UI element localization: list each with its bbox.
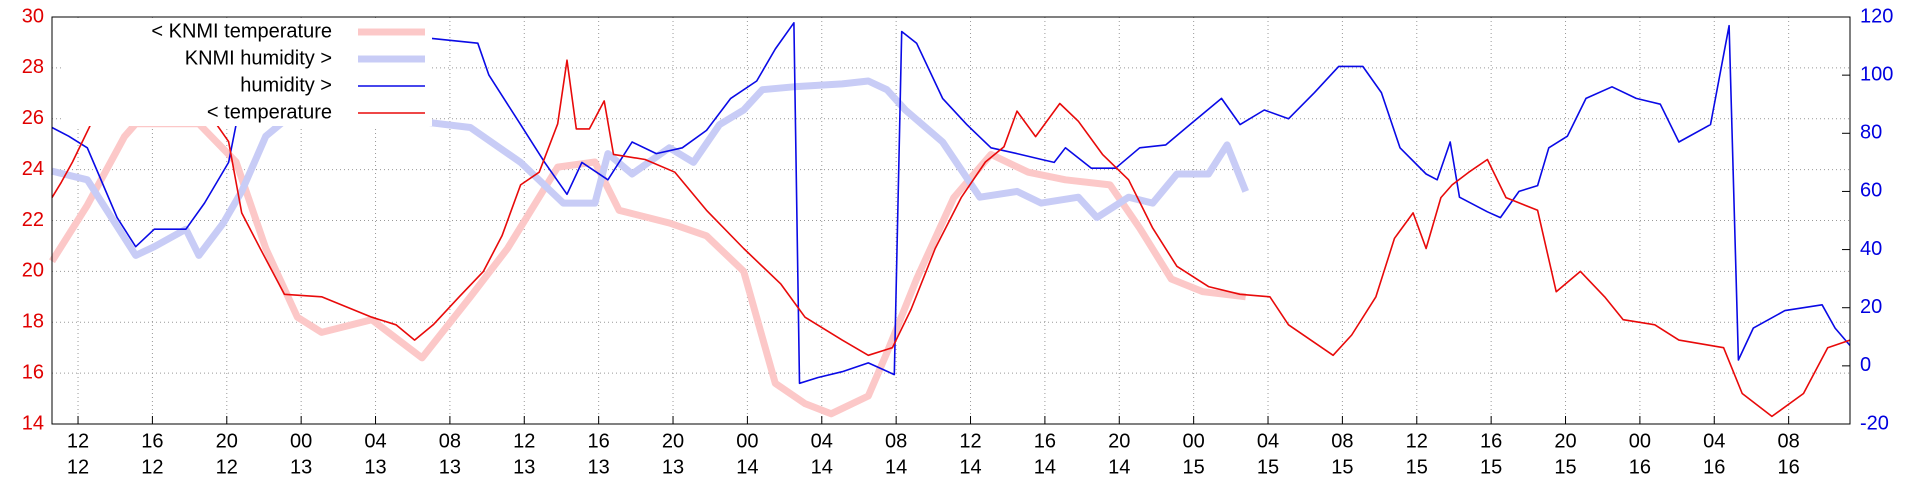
x-tick-label: 13 [439, 456, 461, 478]
y2-tick-label: 40 [1860, 238, 1882, 260]
frame [51, 16, 1851, 425]
x-tick-label: 12 [513, 430, 535, 452]
x-tick-label: 08 [1331, 430, 1353, 452]
legend-label: < KNMI temperature [151, 20, 332, 42]
x-tick-label: 12 [216, 456, 238, 478]
x-tick-label: 08 [885, 430, 907, 452]
x-tick-label: 16 [588, 430, 610, 452]
x-tick-label: 00 [1183, 430, 1205, 452]
x-tick-label: 12 [959, 430, 981, 452]
x-tick-label: 13 [290, 456, 312, 478]
x-tick-label: 04 [1703, 430, 1725, 452]
x-tick-label: 04 [364, 430, 386, 452]
x-tick-label: 08 [1778, 430, 1800, 452]
series-line [51, 22, 1851, 385]
y-tick-label: 14 [22, 412, 44, 434]
x-tick-label: 15 [1183, 456, 1205, 478]
legend-label: humidity > [240, 74, 332, 96]
y2-tick-label: 60 [1860, 180, 1882, 202]
x-tick-label: 14 [959, 456, 981, 478]
x-tick-label: 15 [1554, 456, 1576, 478]
x-tick-label: 15 [1406, 456, 1428, 478]
x-tick-label: 20 [1108, 430, 1130, 452]
y2-tick-label: 0 [1860, 354, 1871, 376]
x-tick-label: 00 [290, 430, 312, 452]
y-tick-label: 24 [22, 158, 44, 180]
x-tick-label: 13 [588, 456, 610, 478]
x-tick-label: 13 [513, 456, 535, 478]
y2-tick-label: 100 [1860, 63, 1893, 85]
x-tick-label: 20 [662, 430, 684, 452]
x-tick-label: 14 [1034, 456, 1056, 478]
x-tick-label: 14 [885, 456, 907, 478]
x-tick-label: 16 [1703, 456, 1725, 478]
y-tick-label: 16 [22, 361, 44, 383]
x-tick-label: 16 [1629, 456, 1651, 478]
y-tick-label: 28 [22, 56, 44, 78]
x-tick-label: 13 [662, 456, 684, 478]
y2-tick-label: 80 [1860, 122, 1882, 144]
x-tick-label: 14 [736, 456, 758, 478]
y2-tick-label: 20 [1860, 296, 1882, 318]
x-tick-label: 12 [67, 456, 89, 478]
legend-label: KNMI humidity > [185, 47, 332, 69]
legend-label: < temperature [207, 101, 332, 123]
series-line [49, 120, 1247, 418]
x-tick-label: 08 [439, 430, 461, 452]
x-tick-label: 16 [1034, 430, 1056, 452]
y2-tick-label: 120 [1860, 5, 1893, 27]
x-tick-label: 15 [1480, 456, 1502, 478]
y2-tick-label: -20 [1860, 412, 1889, 434]
x-tick-label: 12 [141, 456, 163, 478]
y-tick-label: 30 [22, 5, 44, 27]
x-tick-label: 13 [364, 456, 386, 478]
x-tick-label: 20 [216, 430, 238, 452]
series-line [51, 59, 1851, 418]
x-tick-label: 00 [736, 430, 758, 452]
x-tick-label: 14 [811, 456, 833, 478]
y-tick-label: 18 [22, 311, 44, 333]
x-tick-label: 00 [1629, 430, 1651, 452]
x-tick-label: 16 [141, 430, 163, 452]
x-tick-label: 04 [1257, 430, 1279, 452]
x-tick-label: 20 [1554, 430, 1576, 452]
y-tick-label: 22 [22, 209, 44, 231]
y-tick-label: 20 [22, 260, 44, 282]
x-tick-label: 04 [811, 430, 833, 452]
x-tick-label: 16 [1480, 430, 1502, 452]
x-tick-label: 14 [1108, 456, 1130, 478]
x-tick-label: 15 [1331, 456, 1353, 478]
x-tick-label: 16 [1778, 456, 1800, 478]
series-line [51, 77, 1249, 259]
x-tick-label: 12 [1406, 430, 1428, 452]
x-tick-label: 12 [67, 430, 89, 452]
y-tick-label: 26 [22, 107, 44, 129]
legend-box [62, 18, 432, 126]
x-tick-label: 15 [1257, 456, 1279, 478]
